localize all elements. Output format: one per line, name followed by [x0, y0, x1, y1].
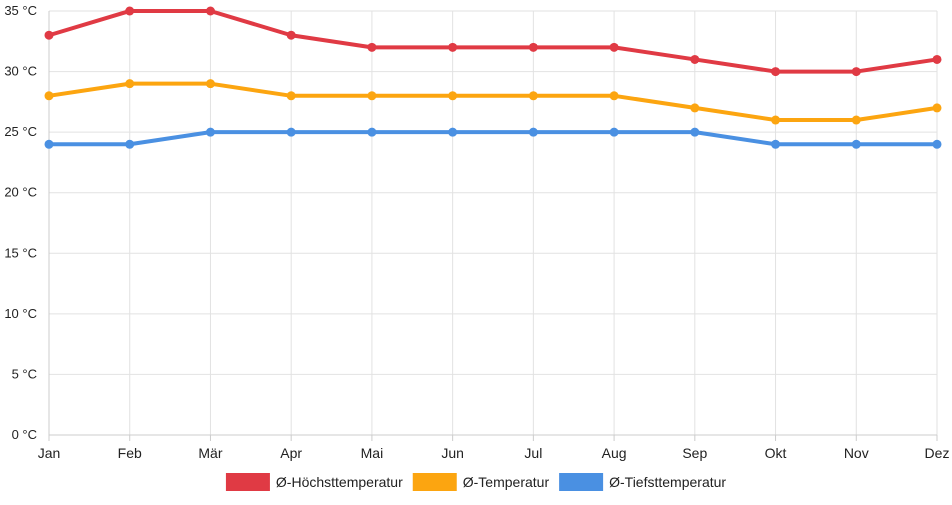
y-tick-label: 30 °C: [4, 64, 37, 79]
data-point[interactable]: [367, 42, 377, 52]
y-tick-label: 5 °C: [12, 366, 37, 381]
y-tick-label: 0 °C: [12, 427, 37, 442]
series-3: [44, 127, 942, 149]
data-point[interactable]: [771, 115, 781, 125]
series-line: [47, 130, 939, 147]
y-tick-label: 15 °C: [4, 245, 37, 260]
series-line: [47, 81, 939, 123]
data-point[interactable]: [448, 42, 458, 52]
data-point[interactable]: [286, 127, 296, 137]
y-tick-label: 35 °C: [4, 3, 37, 18]
data-point[interactable]: [125, 139, 135, 149]
data-point[interactable]: [609, 42, 619, 52]
x-tick-label: Jun: [441, 445, 464, 461]
x-tick-label: Feb: [118, 445, 142, 461]
x-tick-label: Apr: [280, 445, 302, 461]
legend-swatch: [559, 473, 604, 491]
series-1: [44, 6, 942, 77]
legend-label: Ø-Temperatur: [463, 474, 550, 490]
data-point[interactable]: [932, 139, 942, 149]
data-point[interactable]: [44, 30, 54, 40]
legend: Ø-Höchsttemperatur Ø-Temperatur Ø-Tiefstte…: [225, 473, 726, 491]
legend-label: Ø-Höchsttemperatur: [276, 474, 403, 490]
data-point[interactable]: [448, 91, 458, 101]
x-tick-label: Dez: [925, 445, 950, 461]
data-point[interactable]: [44, 139, 54, 149]
data-point[interactable]: [851, 139, 861, 149]
legend-swatch: [225, 473, 270, 491]
series-2: [44, 79, 942, 125]
x-tick-label: Sep: [682, 445, 707, 461]
data-point[interactable]: [771, 67, 781, 77]
x-tick-label: Nov: [844, 445, 869, 461]
data-point[interactable]: [851, 115, 861, 125]
x-tick-label: Jul: [524, 445, 542, 461]
series-layer: [44, 6, 942, 149]
legend-item[interactable]: Ø-Tiefsttemperatur: [559, 473, 726, 491]
legend-swatch: [412, 473, 457, 491]
series-line: [47, 9, 939, 74]
data-point[interactable]: [528, 42, 538, 52]
data-point[interactable]: [448, 127, 458, 137]
data-point[interactable]: [44, 91, 54, 101]
data-point[interactable]: [205, 6, 215, 16]
x-tick-label: Mai: [361, 445, 384, 461]
data-point[interactable]: [932, 54, 942, 64]
data-point[interactable]: [286, 91, 296, 101]
grid-layer: [48, 10, 938, 441]
x-tick-label: Jan: [38, 445, 61, 461]
data-point[interactable]: [609, 91, 619, 101]
data-point[interactable]: [205, 127, 215, 137]
data-point[interactable]: [125, 79, 135, 89]
data-point[interactable]: [690, 54, 700, 64]
data-point[interactable]: [286, 30, 296, 40]
x-tick-label: Mär: [198, 445, 222, 461]
data-point[interactable]: [367, 91, 377, 101]
data-point[interactable]: [528, 127, 538, 137]
y-tick-label: 10 °C: [4, 306, 37, 321]
data-point[interactable]: [932, 103, 942, 113]
legend-item[interactable]: Ø-Temperatur: [412, 473, 550, 491]
data-point[interactable]: [851, 67, 861, 77]
data-point[interactable]: [528, 91, 538, 101]
y-tick-label: 25 °C: [4, 124, 37, 139]
y-tick-label: 20 °C: [4, 185, 37, 200]
data-point[interactable]: [771, 139, 781, 149]
legend-item[interactable]: Ø-Höchsttemperatur: [225, 473, 403, 491]
data-point[interactable]: [205, 79, 215, 89]
x-tick-label: Okt: [765, 445, 787, 461]
data-point[interactable]: [125, 6, 135, 16]
legend-label: Ø-Tiefsttemperatur: [609, 474, 726, 490]
data-point[interactable]: [690, 127, 700, 137]
data-point[interactable]: [690, 103, 700, 113]
data-point[interactable]: [609, 127, 619, 137]
axis-layer: 0 °C 5 °C 10 °C 15 °C 20 °C 25 °C 30 °C 35 °C Ja…: [4, 3, 949, 461]
data-point[interactable]: [367, 127, 377, 137]
x-tick-label: Aug: [602, 445, 627, 461]
